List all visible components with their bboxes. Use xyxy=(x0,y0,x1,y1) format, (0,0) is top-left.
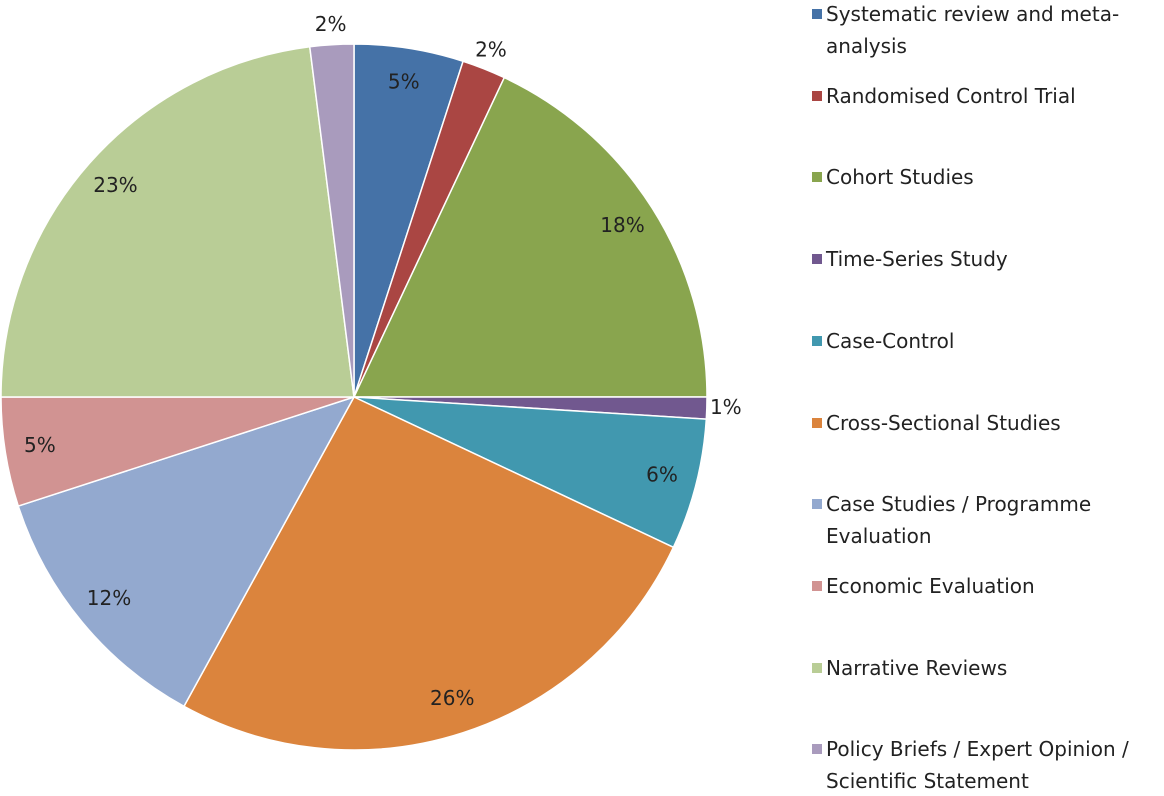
slice-label: 26% xyxy=(430,686,474,710)
pie-slice xyxy=(0,45,355,398)
legend-swatch xyxy=(812,9,822,19)
slice-label: 23% xyxy=(93,173,137,197)
pie-slice xyxy=(308,43,355,398)
slice-label: 2% xyxy=(475,38,507,62)
slice-label: 5% xyxy=(388,69,420,93)
pie-area: 5% 2% 18% 1% 6% 26% 12% 5% 23% 2% xyxy=(0,12,742,751)
legend-label: Cross-Sectional Studies xyxy=(826,410,1061,435)
pie-slice xyxy=(17,395,356,708)
slice-label: 6% xyxy=(646,463,678,487)
legend-swatch xyxy=(812,662,822,673)
legend-label: Economic Evaluation xyxy=(826,573,1035,598)
legend-label: Cohort Studies xyxy=(826,165,974,190)
legend-swatch xyxy=(812,499,822,510)
legend-label: Systematic review and meta-analysis xyxy=(826,2,1120,58)
legend-swatch xyxy=(812,744,822,755)
legend-label: Narrative Reviews xyxy=(826,655,1008,680)
legend-swatch xyxy=(812,254,822,265)
legend-label: Policy Briefs / Expert Opinion / Scienti… xyxy=(826,737,1129,794)
legend-swatch xyxy=(812,417,822,428)
legend-swatch xyxy=(812,580,822,591)
pie-slice xyxy=(353,396,708,549)
slice-label: 18% xyxy=(600,213,644,237)
slice-label: 5% xyxy=(24,433,56,457)
legend-label: Randomised Control Trial xyxy=(826,83,1076,108)
pie-slice xyxy=(352,76,708,398)
legend-swatch xyxy=(812,335,822,346)
legend-label: Case Studies / Programme Evaluation xyxy=(826,492,1092,549)
slice-label: 1% xyxy=(710,395,742,419)
slice-label: 2% xyxy=(315,12,347,36)
legend-label: Case-Control xyxy=(826,328,955,353)
slice-label: 12% xyxy=(87,586,131,610)
legend-swatch xyxy=(812,90,822,101)
legend-swatch xyxy=(812,172,822,183)
legend-label: Time-Series Study xyxy=(826,247,1008,272)
